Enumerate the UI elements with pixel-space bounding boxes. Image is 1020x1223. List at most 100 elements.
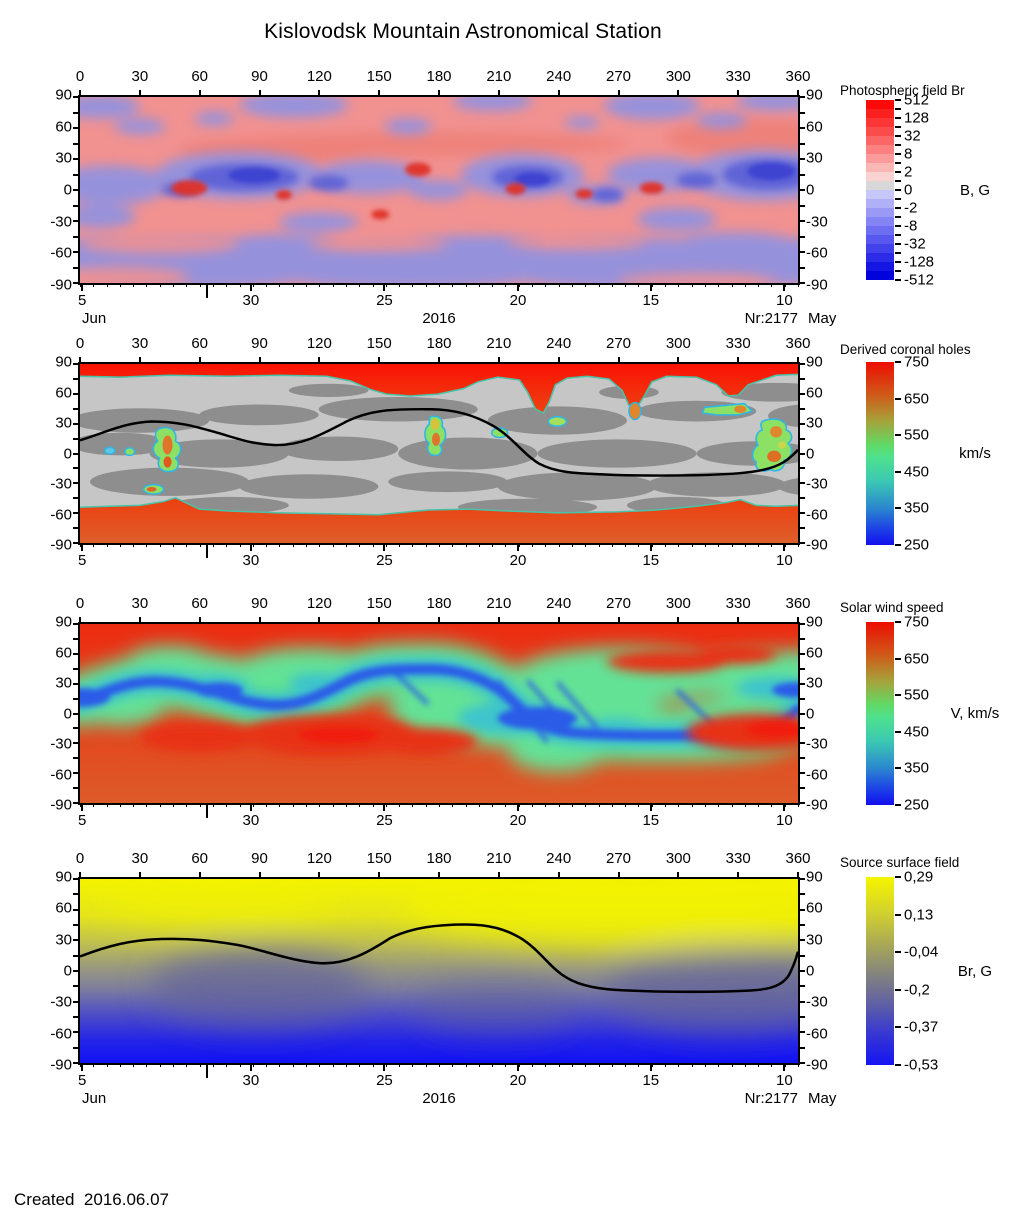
latitude-tick-label: -30: [806, 213, 828, 231]
latitude-ticks-left: [72, 363, 79, 544]
colorbar-title-photospheric: Photospheric field Br: [840, 83, 965, 98]
longitude-tick-label: 270: [605, 335, 632, 352]
latitude-tick-label: -60: [806, 244, 828, 262]
colorbar-tick-label: 512: [904, 91, 930, 109]
longitude-tick-label: 330: [725, 850, 751, 867]
longitude-tick-label: 0: [75, 595, 85, 612]
longitude-tick-label: 180: [426, 335, 452, 352]
latitude-axis-left: 90 60 30 0 -30 -60 -90: [30, 614, 72, 814]
colorbar-tick-label: -0,2: [904, 981, 930, 999]
longitude-tick-label: 210: [486, 850, 512, 867]
longitude-tick-label: 120: [306, 850, 332, 867]
carrington-rotation-label: Nr:2177: [744, 1090, 798, 1107]
latitude-tick-label: 0: [806, 445, 815, 462]
year-label: 2016: [422, 310, 456, 327]
latitude-tick-label: -60: [50, 766, 72, 783]
date-tick-label: 15: [642, 812, 660, 829]
latitude-tick-label: 0: [806, 181, 815, 199]
longitude-tick-label: 330: [725, 68, 751, 85]
panel-source-surface-field: 0 30 60 90 120 150 180 210 240 270 300 330 360 90 60 3…: [50, 850, 836, 1107]
colorbar-tick-label: 2: [904, 163, 913, 181]
longitude-tick-label: 90: [251, 68, 268, 85]
colorbar-tick-label: 550: [904, 686, 930, 704]
colorbar-solar-wind: 750 650 550 450 350 250: [866, 614, 929, 814]
colorbar-tick-label: 0: [904, 181, 913, 199]
colorbar-scale-labels: 512 128 32 8 2 0 -2 -8 -32 -128 -512: [904, 92, 964, 289]
latitude-tick-label: 60: [55, 899, 72, 917]
longitude-tick-label: 30: [131, 68, 149, 85]
latitude-axis-right: 90 60 30 0 -30 -60 -90: [806, 354, 848, 554]
date-axis-labels: 5 30 25 20 15 10: [78, 1072, 798, 1090]
latitude-tick-label: 30: [55, 149, 72, 167]
heatmap-photospheric-field: [80, 97, 798, 283]
latitude-tick-label: 90: [806, 868, 823, 886]
latitude-tick-label: 0: [63, 962, 72, 980]
longitude-tick-label: 300: [665, 595, 691, 612]
date-tick-label: 20: [509, 552, 527, 569]
colorbar-tick-label: 750: [904, 613, 930, 631]
colorbar-tick-label: 550: [904, 426, 930, 444]
longitude-tick-label: 120: [306, 595, 332, 612]
longitude-tick-label: 180: [426, 595, 452, 612]
latitude-tick-label: 30: [55, 931, 72, 949]
date-major-ticks: [80, 543, 798, 552]
longitude-tick-label: 150: [366, 595, 392, 612]
latitude-tick-label: -30: [50, 213, 72, 231]
latitude-axis-left: 90 60 30 0 -30 -60 -90: [30, 869, 72, 1074]
latitude-tick-label: -60: [806, 1025, 828, 1043]
date-tick-label: 10: [776, 292, 793, 309]
latitude-tick-label: -60: [806, 506, 828, 523]
date-tick-label: 5: [77, 552, 87, 569]
colorbar-tick-label: 650: [904, 390, 930, 408]
month-end-label: May: [808, 1090, 837, 1107]
colorbar-unit-source-surface: Br, G: [957, 963, 993, 980]
longitude-tick-label: 240: [546, 335, 572, 352]
panel-coronal-holes: 0 30 60 90 120 150 180 210 240 270 300 330 360 90 60 3…: [50, 335, 827, 569]
colorbar-ticks: [894, 99, 901, 281]
longitude-tick-label: 60: [191, 335, 208, 352]
colorbar-scale-labels: 0,29 0,13 -0,04 -0,2 -0,37 -0,53: [904, 869, 964, 1074]
latitude-tick-label: 90: [55, 86, 72, 104]
month-boundary-tick: [206, 283, 209, 298]
longitude-tick-label: 30: [131, 850, 149, 867]
latitude-tick-label: -30: [806, 735, 828, 753]
month-boundary-tick: [206, 1063, 209, 1078]
latitude-tick-label: 60: [806, 899, 823, 917]
latitude-tick-label: -30: [50, 475, 72, 493]
latitude-tick-label: -90: [50, 796, 72, 814]
date-tick-label: 30: [242, 552, 260, 569]
date-major-ticks: [80, 803, 798, 812]
latitude-axis-right: 90 60 30 0 -30 -60 -90: [806, 869, 848, 1074]
longitude-tick-label: 270: [605, 850, 632, 867]
latitude-tick-label: -30: [50, 993, 72, 1011]
latitude-tick-label: 90: [55, 353, 72, 371]
latitude-tick-label: 0: [63, 705, 72, 722]
time-axis-caption: Jun 2016 Nr:2177 May: [80, 310, 836, 328]
page-title: Kislovodsk Mountain Astronomical Station: [264, 20, 662, 43]
latitude-tick-label: -30: [806, 475, 828, 493]
latitude-tick-label: 60: [55, 384, 72, 401]
carrington-rotation-label: Nr:2177: [744, 310, 798, 327]
date-tick-label: 10: [776, 1072, 793, 1089]
longitude-tick-label: 120: [306, 335, 332, 352]
latitude-tick-label: 30: [806, 931, 823, 949]
colorbar-tick-label: 8: [904, 145, 913, 163]
date-axis-labels: 5 30 25 20 15 10: [78, 812, 798, 830]
heatmap-coronal-holes: [80, 364, 798, 543]
colorbar-ticks: [894, 621, 901, 806]
latitude-tick-label: 90: [55, 868, 72, 886]
colorbar-tick-label: 450: [904, 463, 930, 481]
month-end-label: May: [808, 310, 837, 327]
longitude-tick-label: 330: [725, 335, 751, 352]
longitude-axis-labels: 0 30 60 90 120 150 180 210 240 270 300 330 360: [76, 68, 811, 86]
colorbar-tick-label: 450: [904, 723, 930, 741]
longitude-tick-label: 210: [486, 68, 512, 85]
longitude-tick-label: 0: [75, 335, 85, 352]
colorbar-unit-photospheric: B, G: [959, 182, 990, 199]
month-boundary-tick: [206, 803, 209, 818]
date-tick-label: 5: [77, 292, 87, 309]
colorbar-tick-label: -32: [904, 235, 926, 253]
longitude-ticks: [79, 616, 799, 623]
colorbar-source-surface: 0,29 0,13 -0,04 -0,2 -0,37 -0,53: [866, 869, 938, 1074]
latitude-tick-label: 30: [806, 414, 823, 432]
